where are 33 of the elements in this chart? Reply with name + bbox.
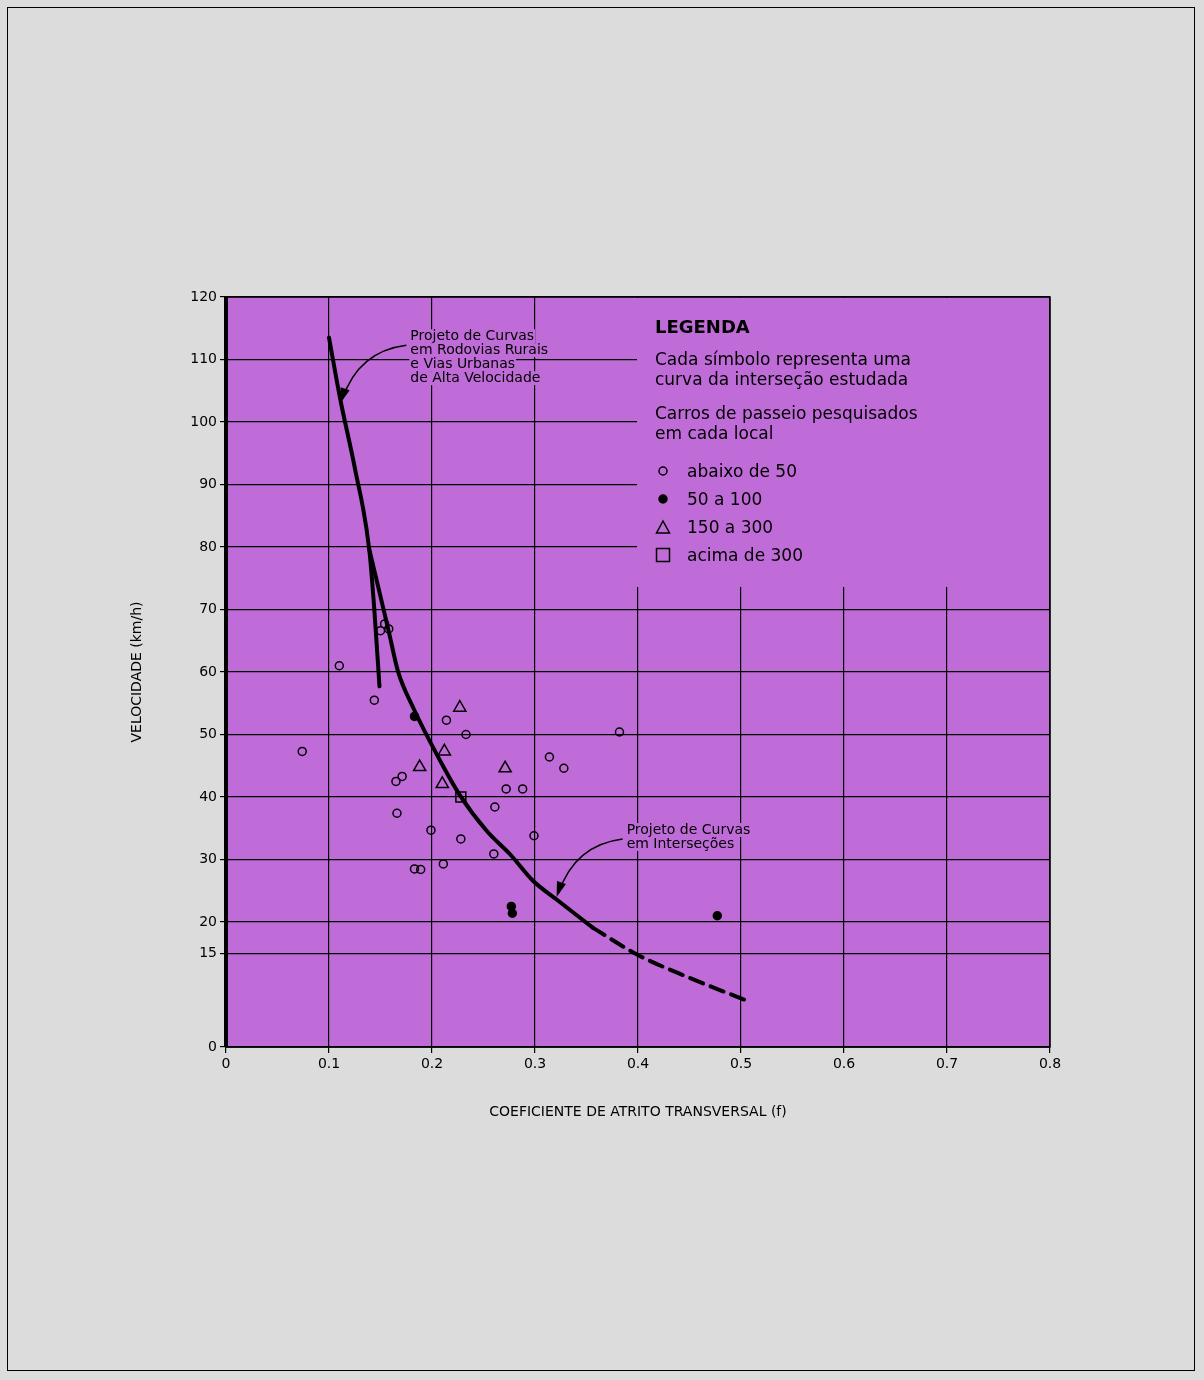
y-tick-label: 15: [199, 943, 217, 960]
y-tick-label: 120: [190, 287, 217, 304]
y-tick-label: 100: [190, 412, 217, 429]
annotation: Projeto de Curvas em Rodovias Rurais e Vias Urbanas de Alta Velocidade: [410, 326, 549, 385]
y-tick-label: 70: [199, 600, 217, 617]
y-tick-label: 0: [208, 1037, 217, 1054]
y-tick-label: 40: [199, 787, 217, 804]
y-tick-label: 50: [199, 725, 217, 742]
annotation: Projeto de Curvas em Interseções: [626, 820, 751, 851]
y-tick-label: 80: [199, 537, 217, 554]
x-tick-label: 0.7: [935, 1055, 959, 1072]
y-axis-title: VELOCIDADE (km/h): [128, 601, 145, 743]
x-tick-label: 0: [221, 1055, 231, 1072]
x-tick-label: 0.1: [317, 1055, 341, 1072]
x-tick-label: 0.6: [832, 1055, 856, 1072]
x-tick-label: 0.5: [729, 1055, 753, 1072]
legend-title: LEGENDA: [655, 316, 751, 337]
y-tick-label: 110: [190, 350, 217, 367]
annotation: Carros de passeio pesquisados em cada local: [655, 403, 919, 443]
x-tick-label: 0.2: [420, 1055, 444, 1072]
y-tick-label: 20: [199, 912, 217, 929]
annotation: Cada símbolo representa uma curva da interseção estudada: [655, 349, 913, 389]
y-tick-label: 90: [199, 475, 217, 492]
x-tick-label: 0.3: [523, 1055, 547, 1072]
y-tick-label: 60: [199, 662, 217, 679]
legend-label: abaixo de 50: [687, 461, 797, 481]
y-tick-label: 30: [199, 850, 217, 867]
legend-label: acima de 300: [687, 545, 803, 565]
legend-label: 50 a 100: [687, 489, 763, 509]
x-axis-title: COEFICIENTE DE ATRITO TRANSVERSAL (f): [489, 1103, 787, 1120]
legend-label: 150 a 300: [687, 517, 774, 537]
x-tick-label: 0.4: [626, 1055, 650, 1072]
x-tick-label: 0.8: [1038, 1055, 1062, 1072]
